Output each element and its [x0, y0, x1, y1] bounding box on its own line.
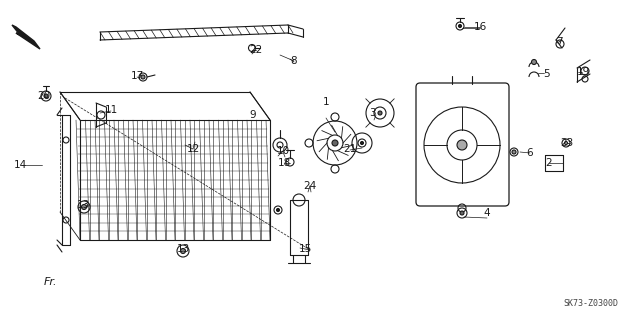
Text: 11: 11	[104, 105, 118, 115]
Text: 2: 2	[546, 158, 552, 168]
Circle shape	[44, 94, 48, 98]
Text: 3: 3	[369, 108, 375, 118]
Text: 14: 14	[13, 160, 27, 170]
Circle shape	[457, 140, 467, 150]
Text: 21: 21	[344, 144, 356, 154]
Text: 9: 9	[250, 110, 256, 120]
Text: SK73-Z0300D: SK73-Z0300D	[563, 299, 618, 308]
Text: 7: 7	[556, 37, 563, 47]
Text: 23: 23	[561, 138, 573, 148]
Circle shape	[276, 209, 280, 211]
Text: 12: 12	[186, 144, 200, 154]
Text: 24: 24	[303, 181, 317, 191]
Text: 22: 22	[250, 45, 262, 55]
Text: 5: 5	[543, 69, 549, 79]
Circle shape	[531, 60, 536, 64]
Text: 10: 10	[276, 146, 289, 156]
Text: Fr.: Fr.	[44, 277, 58, 287]
Circle shape	[378, 111, 382, 115]
Text: 17: 17	[131, 71, 143, 81]
Text: 6: 6	[527, 148, 533, 158]
Text: 1: 1	[323, 97, 330, 107]
Text: 19: 19	[577, 67, 589, 77]
Text: 16: 16	[474, 22, 486, 32]
Text: 15: 15	[298, 244, 312, 254]
Circle shape	[458, 25, 461, 27]
Circle shape	[141, 75, 145, 79]
Text: 20: 20	[37, 91, 51, 101]
Circle shape	[460, 211, 464, 215]
Text: 4: 4	[484, 208, 490, 218]
Circle shape	[180, 249, 186, 254]
Text: 8: 8	[291, 56, 298, 66]
Text: 13: 13	[76, 200, 90, 210]
Polygon shape	[12, 25, 40, 49]
Text: 18: 18	[277, 158, 291, 168]
Circle shape	[512, 150, 516, 154]
Text: 13: 13	[177, 244, 189, 254]
Circle shape	[360, 142, 364, 145]
Circle shape	[81, 204, 86, 210]
Circle shape	[332, 140, 338, 146]
Circle shape	[564, 142, 568, 145]
